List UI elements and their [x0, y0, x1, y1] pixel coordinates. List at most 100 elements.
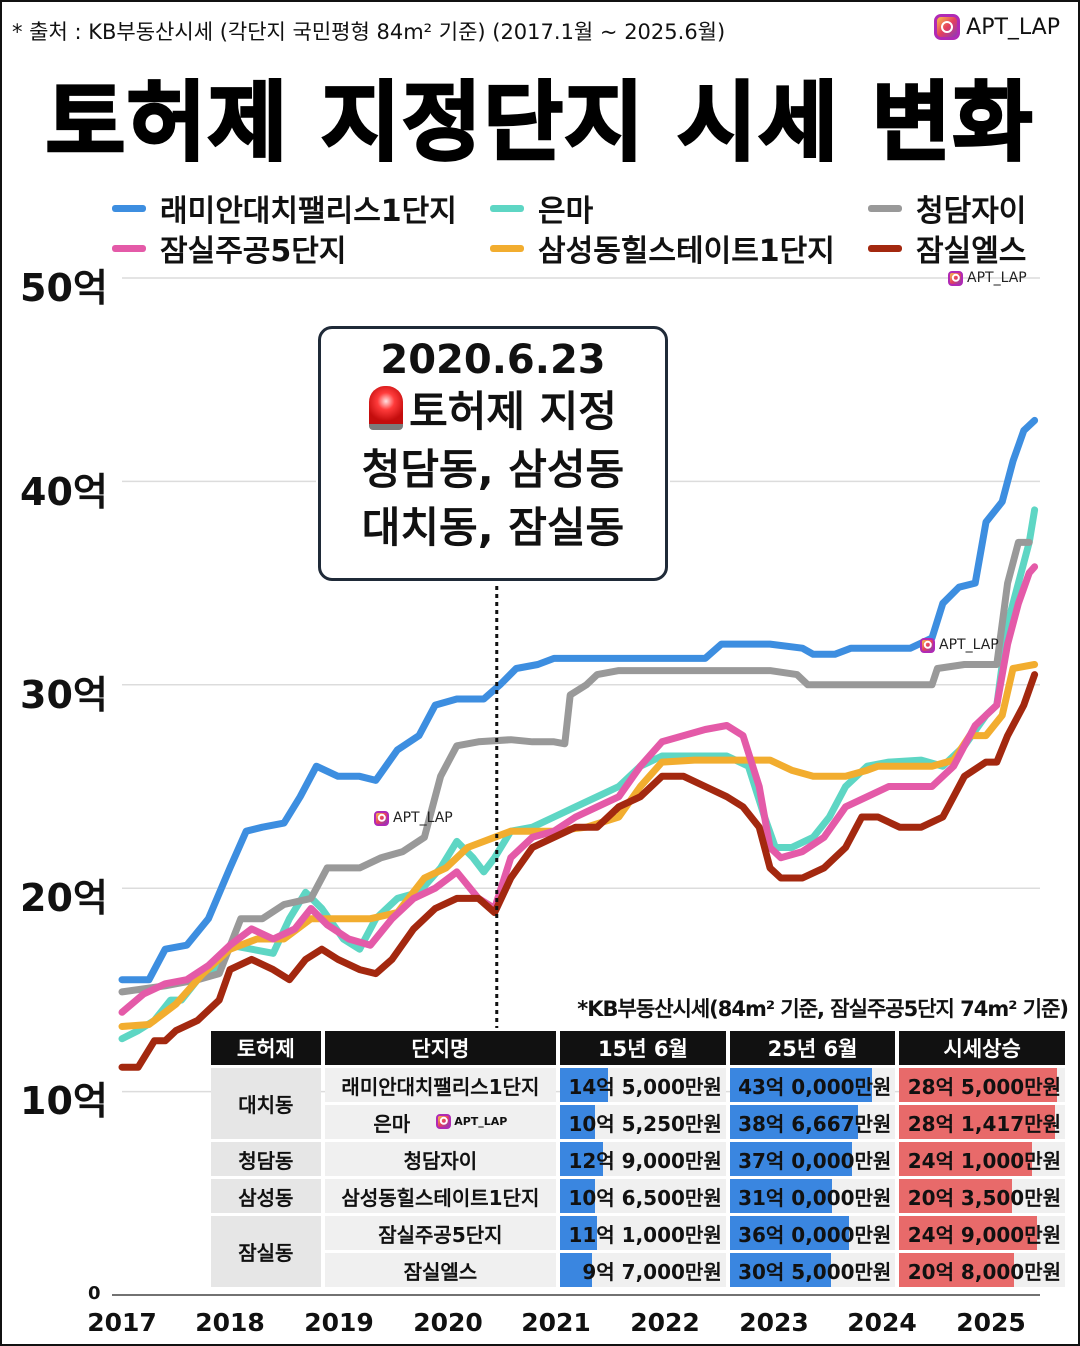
cell-2025: 37억 0,000만원 — [729, 1142, 896, 1176]
legend-label: 잠실엘스 — [916, 234, 1027, 269]
bar-fill — [899, 1068, 1057, 1102]
legend-label: 삼성동힐스테이트1단지 — [538, 234, 835, 269]
legend-item-samsung: 삼성동힐스테이트1단지 — [490, 226, 835, 270]
instagram-icon — [934, 14, 961, 40]
x-tick-2017: 2017 — [87, 1308, 157, 1337]
cell-name: 삼성동힐스테이트1단지 — [324, 1179, 557, 1213]
x-tick-2022: 2022 — [630, 1308, 700, 1337]
bar-fill — [899, 1105, 1055, 1139]
cell-2015: 10억 5,250만원 — [560, 1105, 726, 1139]
bar-fill — [560, 1068, 609, 1102]
chart-legend: 래미안대치팰리스1단지 은마 청담자이 잠실주공5단지 삼성동힐스테이트1단지 … — [0, 180, 1080, 270]
table-row: 청담동 청담자이 12억 9,000만원 37억 0,000만원 24억 1,0… — [211, 1142, 1065, 1176]
watermark: APT_LAP — [948, 270, 1027, 286]
cell-rise: 20억 3,500만원 — [899, 1179, 1065, 1213]
legend-label: 잠실주공5단지 — [160, 234, 347, 269]
table-header-row: 토허제 단지명 15년 6월 25년 6월 시세상승 — [211, 1031, 1065, 1065]
bar-fill — [729, 1105, 858, 1139]
cell-name: 잠실엘스 — [324, 1253, 557, 1287]
legend-item-raemian: 래미안대치팰리스1단지 — [112, 186, 457, 230]
x-tick-2020: 2020 — [413, 1308, 483, 1337]
col-header-2015: 15년 6월 — [560, 1031, 726, 1065]
source-note: * 출처 : KB부동산시세 (각단지 국민평형 84m² 기준) (2017.… — [12, 20, 726, 44]
cell-rise: 28억 5,000만원 — [899, 1068, 1065, 1102]
y-tick-10: 10억 — [20, 1079, 108, 1123]
callout-districts-1: 청담동, 삼성동 — [361, 445, 625, 494]
col-header-name: 단지명 — [324, 1031, 557, 1065]
x-tick-2019: 2019 — [304, 1308, 374, 1337]
callout-title: 토허제 지정 — [409, 387, 617, 436]
instagram-icon — [436, 1113, 452, 1129]
group-samsung: 삼성동 — [211, 1179, 321, 1213]
legend-label: 청담자이 — [916, 194, 1027, 229]
legend-swatch — [490, 204, 524, 212]
watermark: APT_LAP — [436, 1113, 507, 1129]
bar-fill — [729, 1142, 853, 1176]
y-tick-50: 50억 — [20, 266, 108, 310]
cell-name: 잠실주공5단지 — [324, 1216, 557, 1250]
bar-fill — [899, 1253, 1015, 1287]
cell-2025: 31억 0,000만원 — [729, 1179, 896, 1213]
brand-label: APT_LAP — [966, 14, 1060, 40]
series-line-잠실주공5단지 — [118, 563, 1039, 1016]
cell-rise: 24억 9,000만원 — [899, 1216, 1065, 1250]
cell-name: 청담자이 — [324, 1142, 557, 1176]
cell-2015: 11억 1,000만원 — [560, 1216, 726, 1250]
cell-2015: 10억 6,500만원 — [560, 1179, 726, 1213]
cell-2025: 38억 6,667만원 — [729, 1105, 896, 1139]
cell-name: 래미안대치팰리스1단지 — [324, 1068, 557, 1102]
bar-fill — [560, 1105, 595, 1139]
instagram-icon — [920, 637, 935, 653]
cell-rise: 28억 1,417만원 — [899, 1105, 1065, 1139]
group-cheongdam: 청담동 — [211, 1142, 321, 1176]
bar-fill — [729, 1216, 849, 1250]
event-callout: 2020.6.23 토허제 지정 청담동, 삼성동 대치동, 잠실동 — [318, 326, 668, 581]
watermark: APT_LAP — [920, 637, 999, 653]
instagram-icon — [948, 270, 963, 286]
price-table: 토허제 단지명 15년 6월 25년 6월 시세상승 대치동 래미안대치팰리스1… — [207, 1028, 1069, 1290]
legend-item-eunma: 은마 — [490, 186, 593, 230]
legend-label: 래미안대치팰리스1단지 — [160, 194, 457, 229]
watermark: APT_LAP — [374, 810, 453, 826]
col-header-rise: 시세상승 — [899, 1031, 1065, 1065]
y-tick-20: 20억 — [20, 876, 108, 920]
table-note: *KB부동산시세(84m² 기준, 잠실주공5단지 74m² 기준) — [577, 997, 1069, 1021]
legend-label: 은마 — [538, 194, 594, 229]
bar-fill — [560, 1216, 597, 1250]
cell-2025: 43억 0,000만원 — [729, 1068, 896, 1102]
x-tick-2025: 2025 — [956, 1308, 1026, 1337]
instagram-icon — [374, 810, 389, 826]
x-tick-2023: 2023 — [739, 1308, 809, 1337]
legend-swatch — [112, 204, 146, 212]
cell-2025: 30억 5,000만원 — [729, 1253, 896, 1287]
bar-fill — [560, 1179, 596, 1213]
cell-2025: 36억 0,000만원 — [729, 1216, 896, 1250]
col-header-district: 토허제 — [211, 1031, 321, 1065]
table-row: 잠실동 잠실주공5단지 11억 1,000만원 36억 0,000만원 24억 … — [211, 1216, 1065, 1287]
cell-rise: 20억 8,000만원 — [899, 1253, 1065, 1287]
legend-item-cheongdam: 청담자이 — [868, 186, 1026, 230]
series-line-삼성동힐스테이트1단지 — [118, 661, 1039, 1030]
series-line-래미안대치팰리스1단지 — [118, 416, 1039, 984]
bar-fill — [560, 1142, 603, 1176]
legend-swatch — [868, 244, 902, 252]
legend-swatch — [490, 244, 524, 252]
table-row: 대치동 래미안대치팰리스1단지 14억 5,000만원 43억 0,000만원 … — [211, 1068, 1065, 1139]
col-header-2025: 25년 6월 — [729, 1031, 896, 1065]
x-tick-2018: 2018 — [195, 1308, 265, 1337]
bar-fill — [560, 1253, 593, 1287]
bar-fill — [899, 1216, 1037, 1250]
cell-2015: 14억 5,000만원 — [560, 1068, 726, 1102]
series-line-청담자이 — [118, 538, 1033, 996]
x-tick-2024: 2024 — [847, 1308, 917, 1337]
legend-swatch — [112, 244, 146, 252]
siren-icon — [369, 386, 404, 430]
table-row: 잠실엘스 9억 7,000만원 30억 5,000만원 20억 8,000만원 — [211, 1253, 1065, 1287]
cell-rise: 24억 1,000만원 — [899, 1142, 1065, 1176]
y-tick-30: 30억 — [20, 673, 108, 717]
y-tick-0: 0 — [88, 1283, 101, 1304]
page-title: 토허제 지정단지 시세 변화 — [44, 72, 1035, 175]
bar-fill — [729, 1068, 873, 1102]
